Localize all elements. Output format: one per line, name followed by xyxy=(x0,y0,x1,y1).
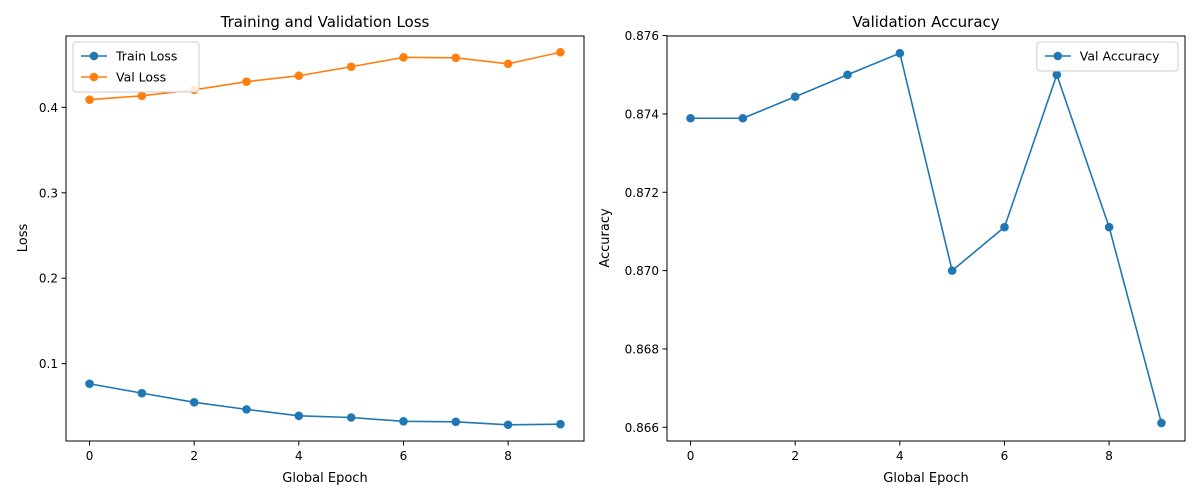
train-loss-point xyxy=(242,405,251,414)
loss-chart-x-tick-label: 6 xyxy=(400,449,408,463)
val-accuracy-legend-label: Val Accuracy xyxy=(1080,49,1160,64)
loss-chart-y-tick-label: 0.4 xyxy=(39,101,58,115)
accuracy-chart-plot-frame xyxy=(666,35,1186,442)
accuracy-chart-x-tick-label: 2 xyxy=(791,449,799,463)
accuracy-chart: Validation Accuracy Global Epoch Accurac… xyxy=(598,13,1186,486)
train-loss-line xyxy=(89,382,561,426)
train-loss-point xyxy=(503,420,513,430)
accuracy-chart-y-tick-label: 0.874 xyxy=(625,107,659,121)
loss-chart-ticks: 0 2 4 6 8 0.1 0.2 0.3 0.4 xyxy=(39,101,512,463)
accuracy-chart-title: Validation Accuracy xyxy=(852,13,999,31)
val-accuracy-line xyxy=(690,52,1163,424)
val-loss-point xyxy=(137,91,147,101)
loss-chart-y-tick-label: 0.2 xyxy=(39,272,58,286)
val-loss-point xyxy=(346,62,356,72)
accuracy-chart-y-tick-label: 0.876 xyxy=(625,29,659,43)
train-loss-point xyxy=(556,419,565,429)
val-accuracy-point xyxy=(686,113,695,123)
accuracy-chart-y-tick-label: 0.866 xyxy=(625,421,659,435)
loss-chart-title: Training and Validation Loss xyxy=(220,13,430,31)
accuracy-chart-y-axis-label: Accuracy xyxy=(598,208,613,268)
val-loss-line xyxy=(89,51,561,101)
loss-chart-legend-box xyxy=(72,41,200,93)
val-loss-point xyxy=(399,53,408,62)
train-loss-point xyxy=(399,417,408,426)
train-loss-point xyxy=(451,417,461,427)
accuracy-chart-lines xyxy=(690,52,1163,424)
loss-chart-x-axis-label: Global Epoch xyxy=(282,471,367,486)
val-loss-point xyxy=(451,53,461,63)
loss-chart-y-tick-label: 0.3 xyxy=(39,186,58,200)
loss-chart-y-tick-label: 0.1 xyxy=(39,357,58,371)
accuracy-chart-x-tick-label: 6 xyxy=(1001,449,1009,463)
val-accuracy-point xyxy=(843,70,852,80)
accuracy-chart-y-tick-label: 0.870 xyxy=(625,264,659,278)
loss-chart-y-axis-label: Loss xyxy=(16,224,31,253)
val-accuracy-point xyxy=(947,266,957,275)
val-loss-point xyxy=(242,77,251,87)
loss-chart-markers xyxy=(85,47,565,430)
loss-chart-legend: Train Loss Val Loss xyxy=(72,41,200,93)
accuracy-chart-x-tick-label: 4 xyxy=(896,449,904,463)
val-loss-legend-marker xyxy=(89,72,99,82)
train-loss-point xyxy=(189,397,199,407)
accuracy-chart-legend: Val Accuracy xyxy=(1036,41,1179,72)
val-accuracy-point xyxy=(1104,222,1114,232)
loss-chart-plot-frame xyxy=(65,35,585,442)
accuracy-chart-markers xyxy=(686,48,1166,428)
val-accuracy-legend-marker xyxy=(1053,51,1063,61)
loss-chart-lines xyxy=(89,51,561,426)
val-loss-point xyxy=(556,47,565,57)
train-loss-point xyxy=(85,379,94,389)
val-accuracy-point xyxy=(790,92,800,102)
loss-chart-x-tick-label: 2 xyxy=(190,449,198,463)
train-loss-point xyxy=(346,413,356,422)
val-accuracy-point xyxy=(895,48,905,58)
val-loss-point xyxy=(294,71,304,81)
loss-chart-x-tick-label: 8 xyxy=(504,449,512,463)
train-loss-legend-marker xyxy=(89,51,99,61)
val-accuracy-point xyxy=(1052,70,1062,80)
train-loss-point xyxy=(294,411,304,421)
val-loss-legend-label: Val Loss xyxy=(116,70,166,85)
accuracy-chart-x-tick-label: 8 xyxy=(1105,449,1113,463)
accuracy-chart-x-axis-label: Global Epoch xyxy=(883,471,968,486)
loss-chart-x-tick-label: 0 xyxy=(86,449,94,463)
val-accuracy-point xyxy=(1000,222,1009,232)
accuracy-chart-y-tick-label: 0.868 xyxy=(625,342,659,356)
accuracy-chart-legend-box xyxy=(1036,41,1179,72)
val-loss-point xyxy=(503,59,513,69)
accuracy-chart-ticks: 0 2 4 6 8 0.866 0.868 0.870 0.872 0.874 0.876 xyxy=(625,29,1113,463)
val-loss-point xyxy=(85,95,94,104)
accuracy-chart-y-tick-label: 0.872 xyxy=(625,186,659,200)
accuracy-chart-x-tick-label: 0 xyxy=(687,449,695,463)
loss-chart-x-tick-label: 4 xyxy=(295,449,303,463)
val-accuracy-point xyxy=(738,113,748,123)
train-loss-point xyxy=(137,388,147,398)
loss-chart: Training and Validation Loss Global Epoc… xyxy=(16,13,585,486)
train-loss-legend-label: Train Loss xyxy=(115,49,177,64)
val-accuracy-point xyxy=(1157,418,1166,428)
